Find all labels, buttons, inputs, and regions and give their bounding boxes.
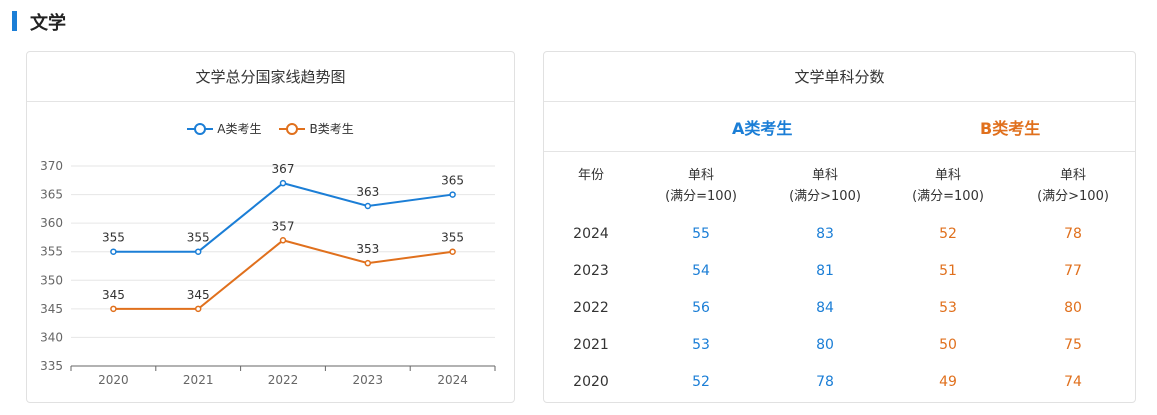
- chart-legend: A类考生 B类考生: [27, 120, 514, 137]
- data-point: [194, 305, 202, 313]
- legend-item-a[interactable]: A类考生: [187, 120, 261, 137]
- x-tick-label: 2024: [437, 373, 468, 387]
- data-label: 365: [441, 174, 464, 188]
- legend-swatch-a: [187, 122, 214, 136]
- x-tick-label: 2022: [268, 373, 299, 387]
- data-label: 345: [102, 288, 125, 302]
- y-tick-label: 360: [40, 216, 63, 230]
- year-cell: 2024: [573, 226, 609, 242]
- score-cell: 74: [1064, 374, 1082, 390]
- score-cell: 80: [816, 337, 834, 353]
- section-title: 文学: [30, 13, 66, 34]
- score-cell: 55: [692, 226, 710, 242]
- subject-score-title: 文学单科分数: [544, 52, 1135, 102]
- data-label: 367: [272, 162, 295, 176]
- data-label: 355: [102, 231, 125, 245]
- data-label: 353: [356, 242, 379, 256]
- score-cell: 52: [939, 226, 957, 242]
- score-cell: 77: [1064, 263, 1082, 279]
- legend-item-b[interactable]: B类考生: [279, 120, 354, 137]
- trend-chart-title: 文学总分国家线趋势图: [27, 52, 514, 102]
- data-point: [194, 248, 202, 255]
- column-header: 单科 (满分=100): [665, 168, 737, 204]
- y-tick-label: 340: [40, 330, 63, 344]
- data-label: 355: [187, 231, 210, 245]
- column-header: 单科 (满分=100): [912, 168, 984, 204]
- group-a-header: A类考生: [732, 119, 793, 138]
- score-cell: 84: [816, 300, 834, 316]
- trend-line-chart: 335 340 345 350 355 360 365 370 2020 2021 2022 2023…: [40, 159, 496, 387]
- y-tick-label: 355: [40, 245, 63, 259]
- score-cell: 83: [816, 226, 834, 242]
- column-header: 年份: [577, 168, 604, 183]
- data-label: 345: [187, 288, 210, 302]
- year-cell: 2022: [573, 300, 609, 316]
- score-cell: 78: [816, 374, 834, 390]
- x-tick-label: 2021: [183, 373, 214, 387]
- data-point: [279, 237, 287, 244]
- section-accent-bar: [12, 11, 17, 31]
- y-tick-label: 365: [40, 188, 63, 202]
- column-header: 单科 (满分>100): [1037, 168, 1109, 204]
- x-tick-label: 2023: [353, 373, 384, 387]
- score-cell: 53: [939, 300, 957, 316]
- data-label: 357: [272, 219, 295, 233]
- data-point: [279, 179, 287, 187]
- legend-label-b: B类考生: [309, 122, 354, 136]
- score-cell: 81: [816, 263, 834, 279]
- legend-swatch-b: [279, 122, 306, 136]
- subject-score-panel: 文学单科分数 A类考生 B类考生 年份 单科 (满分=100) 单科 (满分>100…: [543, 51, 1136, 403]
- x-tick-label: 2020: [98, 373, 129, 387]
- score-cell: 50: [939, 337, 957, 353]
- score-cell: 49: [939, 374, 957, 390]
- score-cell: 53: [692, 337, 710, 353]
- y-tick-label: 370: [40, 159, 63, 173]
- year-cell: 2020: [573, 374, 609, 390]
- data-point: [110, 248, 117, 255]
- score-cell: 52: [692, 374, 710, 390]
- score-cell: 75: [1064, 337, 1082, 353]
- score-cell: 51: [939, 263, 957, 279]
- data-point: [364, 202, 372, 210]
- data-point: [110, 305, 117, 313]
- score-cell: 54: [692, 263, 710, 279]
- score-cell: 56: [692, 300, 710, 316]
- data-point: [364, 259, 372, 267]
- score-cell: 80: [1064, 300, 1082, 316]
- column-header: 单科 (满分>100): [789, 168, 861, 204]
- series-line-b: [113, 239, 453, 310]
- year-cell: 2023: [573, 263, 609, 279]
- data-label: 355: [441, 231, 464, 245]
- y-tick-label: 350: [40, 273, 63, 287]
- group-header-row: [544, 102, 1135, 152]
- data-point: [449, 248, 456, 255]
- y-tick-label: 335: [40, 359, 63, 373]
- group-b-header: B类考生: [980, 119, 1041, 138]
- data-label: 363: [356, 185, 379, 199]
- legend-label-a: A类考生: [217, 122, 262, 136]
- data-point: [449, 191, 456, 198]
- score-cell: 78: [1064, 226, 1082, 242]
- trend-chart-panel: 文学总分国家线趋势图 A类考生 B类考生 335 340 345 350 355 360 3…: [26, 51, 515, 403]
- y-tick-label: 345: [40, 302, 63, 316]
- year-cell: 2021: [573, 337, 609, 353]
